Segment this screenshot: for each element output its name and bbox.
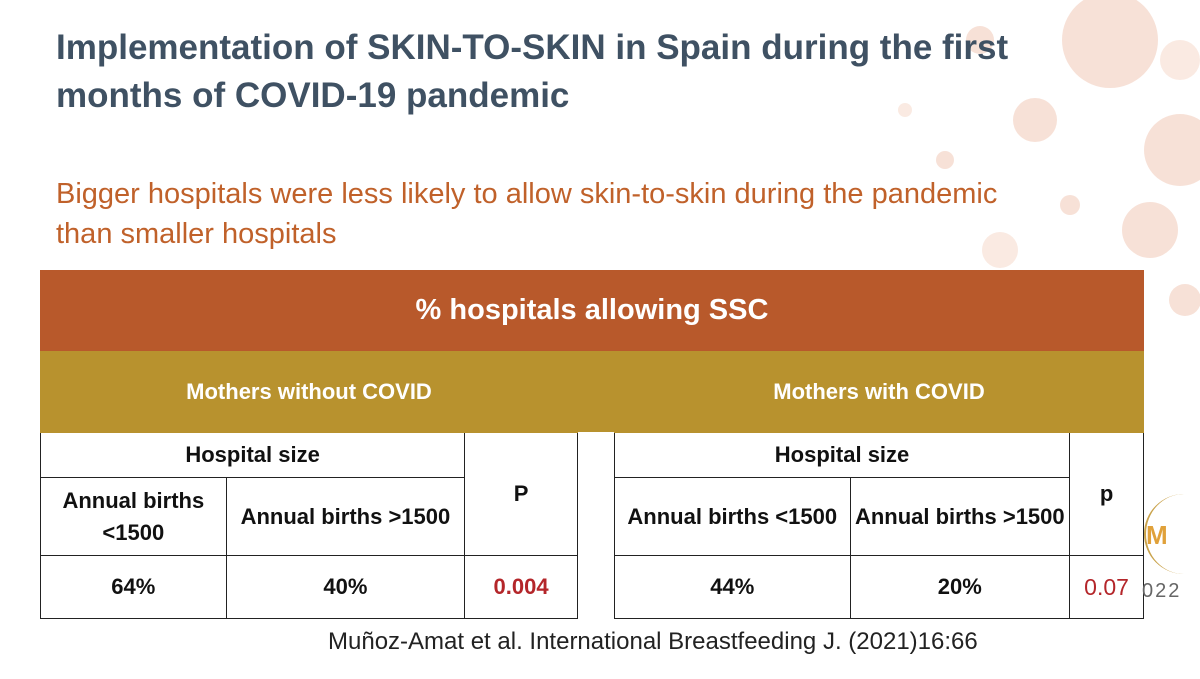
col-header-small: Annual births <1500 (40, 477, 227, 556)
col-header-large: Annual births >1500 (849, 477, 1071, 556)
col-header-small: Annual births <1500 (614, 477, 851, 556)
citation: Muñoz-Amat et al. International Breastfe… (328, 628, 978, 655)
value-small: 44% (614, 555, 851, 619)
p-column-header: p (1069, 432, 1144, 556)
p-value: 0.07 (1069, 555, 1144, 619)
table-header: % hospitals allowing SSC (40, 270, 1144, 351)
logo-letter: M (1146, 520, 1168, 550)
p-column-header: P (464, 432, 578, 556)
value-large: 40% (225, 555, 466, 619)
value-small: 64% (40, 555, 227, 619)
group-band-gap (578, 351, 614, 432)
p-value: 0.004 (464, 555, 578, 619)
group-label-with-covid: Mothers with COVID (614, 351, 1144, 433)
table-without-covid: Mothers without COVID Hospital size P An… (39, 351, 578, 619)
col-header-large: Annual births >1500 (225, 477, 466, 556)
hospital-size-label: Hospital size (613, 432, 1071, 478)
slide-title: Implementation of SKIN-TO-SKIN in Spain … (56, 28, 1009, 115)
value-large: 20% (849, 555, 1071, 619)
logo-fragment (1144, 494, 1186, 574)
hospital-size-label: Hospital size (39, 432, 466, 478)
group-label-without-covid: Mothers without COVID (40, 351, 578, 433)
slide-subtitle: Bigger hospitals were less likely to all… (56, 178, 998, 250)
year-fragment: 022 (1142, 580, 1182, 602)
table-with-covid: Mothers with COVID Hospital size p Annua… (613, 351, 1144, 619)
